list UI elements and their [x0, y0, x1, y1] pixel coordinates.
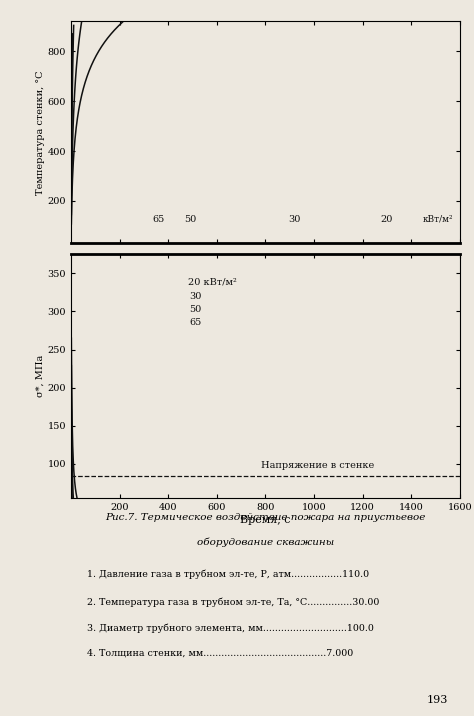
Text: 3. Диаметр трубного элемента, мм............................100.0: 3. Диаметр трубного элемента, мм........…: [87, 623, 374, 632]
Text: кВт/м²: кВт/м²: [423, 215, 454, 224]
Text: 50: 50: [189, 305, 201, 314]
Text: 65: 65: [189, 318, 201, 326]
Y-axis label: σ*, МПа: σ*, МПа: [36, 355, 45, 397]
Y-axis label: Температура стенки, °С: Температура стенки, °С: [36, 70, 45, 195]
Text: Напряжение в стенке: Напряжение в стенке: [261, 461, 374, 470]
Text: 50: 50: [184, 215, 196, 224]
Text: 20 кВт/м²: 20 кВт/м²: [188, 277, 237, 286]
Text: Рис.7. Термическое воздействие пожара на приустьевое: Рис.7. Термическое воздействие пожара на…: [105, 513, 426, 522]
Text: 20: 20: [381, 215, 393, 224]
X-axis label: Время, с: Время, с: [240, 515, 291, 525]
Text: 4. Толщина стенки, мм.........................................7.000: 4. Толщина стенки, мм...................…: [87, 649, 353, 658]
Text: 193: 193: [427, 695, 448, 705]
Text: 1. Давление газа в трубном эл-те, Р, атм.................110.0: 1. Давление газа в трубном эл-те, Р, атм…: [87, 569, 369, 579]
Text: 65: 65: [153, 215, 164, 224]
Text: оборудование скважины: оборудование скважины: [197, 537, 334, 547]
Text: 30: 30: [189, 292, 201, 301]
Text: 2. Температура газа в трубном эл-те, Та, °С...............30.00: 2. Температура газа в трубном эл-те, Та,…: [87, 597, 379, 606]
Text: 30: 30: [288, 215, 301, 224]
